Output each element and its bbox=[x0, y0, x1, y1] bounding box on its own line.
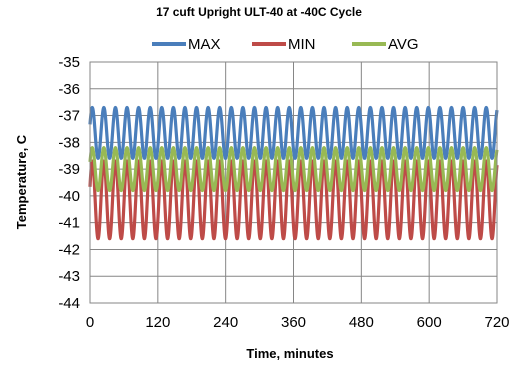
x-tick-label: 600 bbox=[417, 314, 442, 331]
x-tick-label: 720 bbox=[484, 314, 509, 331]
y-tick-label: -44 bbox=[58, 295, 80, 312]
x-tick-label: 480 bbox=[349, 314, 374, 331]
legend-label-max: MAX bbox=[188, 36, 221, 53]
y-tick-labels: -35 -36 -37 -38 -39 -40 -41 -42 -43 -44 bbox=[58, 54, 80, 312]
y-tick-label: -40 bbox=[58, 188, 80, 205]
chart-title: 17 cuft Upright ULT-40 at -40C Cycle bbox=[156, 5, 362, 19]
series-line-avg bbox=[88, 146, 499, 193]
y-tick-label: -38 bbox=[58, 134, 80, 151]
series-line-min bbox=[88, 159, 499, 241]
x-tick-label: 120 bbox=[145, 314, 170, 331]
legend-label-min: MIN bbox=[288, 36, 316, 53]
series-lines bbox=[88, 105, 499, 241]
legend-label-avg: AVG bbox=[388, 36, 419, 53]
legend: MAX MIN AVG bbox=[152, 36, 419, 53]
x-axis-title: Time, minutes bbox=[246, 346, 333, 361]
x-tick-labels: 0 120 240 360 480 600 720 bbox=[86, 314, 510, 331]
y-tick-label: -39 bbox=[58, 161, 80, 178]
y-axis-title: Temperature, C bbox=[14, 134, 29, 229]
y-tick-label: -43 bbox=[58, 268, 80, 285]
y-tick-label: -37 bbox=[58, 108, 80, 125]
y-tick-label: -35 bbox=[58, 54, 80, 71]
x-tick-label: 240 bbox=[213, 314, 238, 331]
x-tick-label: 0 bbox=[86, 314, 94, 331]
plot-frame bbox=[89, 61, 498, 304]
y-tick-label: -41 bbox=[58, 215, 80, 232]
y-tick-label: -36 bbox=[58, 81, 80, 98]
series-line-max bbox=[88, 105, 499, 160]
x-tick-label: 360 bbox=[281, 314, 306, 331]
y-tick-label: -42 bbox=[58, 241, 80, 258]
